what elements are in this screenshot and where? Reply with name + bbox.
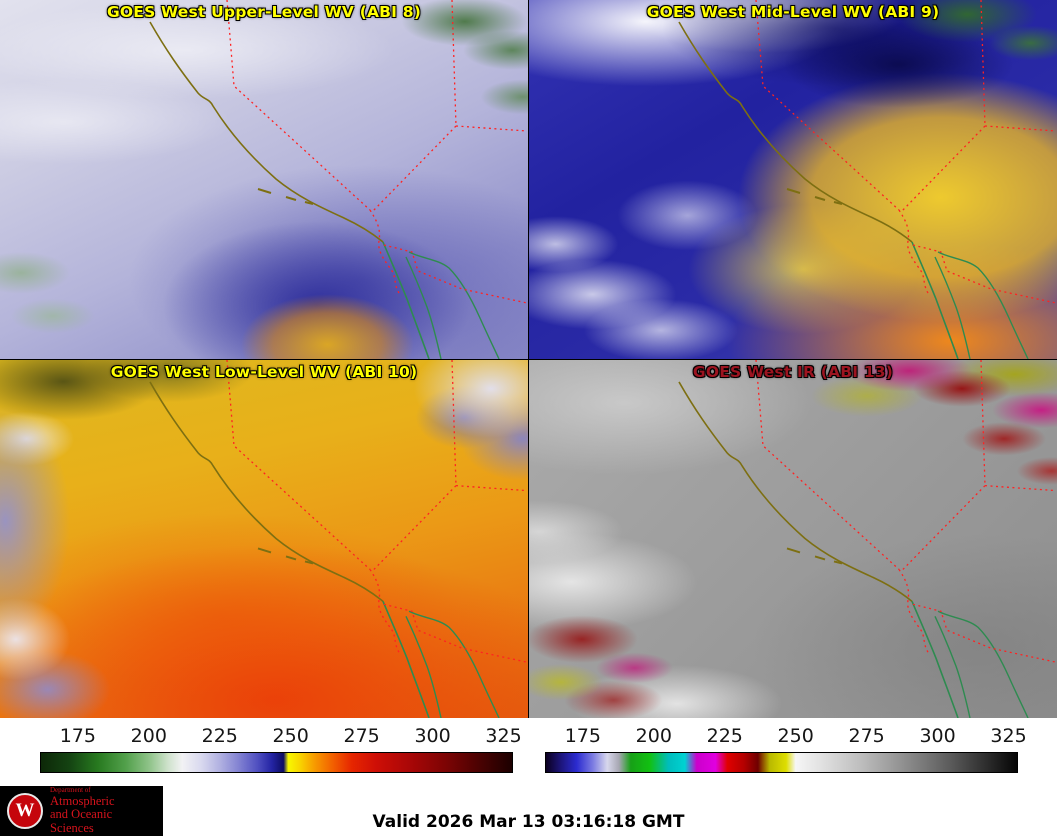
tick-label: 250	[777, 725, 814, 747]
panel-title-upper-level-wv: GOES West Upper-Level WV (ABI 8)	[106, 3, 422, 21]
tick-label: 325	[485, 725, 522, 747]
uw-aos-logo: W Department of Atmospheric and Oceanic …	[0, 786, 163, 836]
geo-overlay	[678, 0, 1057, 359]
panel-upper-level-wv: GOES West Upper-Level WV (ABI 8)	[0, 0, 528, 359]
tick-label: 175	[59, 725, 96, 747]
tick-label: 300	[919, 725, 956, 747]
tick-label: 275	[343, 725, 380, 747]
panel-ir: GOES West IR (ABI 13)	[529, 360, 1057, 718]
tick-label: 250	[272, 725, 309, 747]
logo-line-oceanic: and Oceanic Sciences	[50, 807, 113, 835]
wv-colorbar-ticks: 175 200 225 250 275 300 325	[40, 722, 522, 752]
tick-label: 325	[990, 725, 1027, 747]
wv-colorbar: 175 200 225 250 275 300 325	[40, 722, 522, 782]
uw-crest-icon: W	[7, 793, 43, 829]
tick-label: 275	[848, 725, 885, 747]
panel-mid-level-wv: GOES West Mid-Level WV (ABI 9)	[529, 0, 1057, 359]
panel-title-ir: GOES West IR (ABI 13)	[692, 363, 894, 381]
ir-colorbar-ticks: 175 200 225 250 275 300 325	[545, 722, 1027, 752]
logo-dept-line: Department of	[50, 785, 91, 794]
tick-label: 200	[130, 725, 167, 747]
tick-label: 300	[414, 725, 451, 747]
tick-label: 225	[706, 725, 743, 747]
tick-label: 175	[564, 725, 601, 747]
valid-timestamp: Valid 2026 Mar 13 03:16:18 GMT	[372, 812, 685, 832]
ir-colorbar: 175 200 225 250 275 300 325	[545, 722, 1027, 782]
ir-colorbar-gradient	[545, 752, 1018, 773]
geo-overlay	[149, 0, 528, 359]
logo-line-atmospheric: Atmospheric	[50, 793, 115, 808]
quadrant-grid: GOES West Upper-Level WV (ABI 8) GOES We…	[0, 0, 1057, 718]
tick-label: 225	[201, 725, 238, 747]
panel-title-low-level-wv: GOES West Low-Level WV (ABI 10)	[110, 363, 418, 381]
panel-title-mid-level-wv: GOES West Mid-Level WV (ABI 9)	[646, 3, 940, 21]
panel-low-level-wv: GOES West Low-Level WV (ABI 10)	[0, 360, 528, 718]
geo-overlay	[678, 360, 1057, 718]
uw-aos-logo-text: Department of Atmospheric and Oceanic Sc…	[50, 785, 156, 835]
wv-colorbar-gradient	[40, 752, 513, 773]
tick-label: 200	[635, 725, 672, 747]
geo-overlay	[149, 360, 528, 718]
